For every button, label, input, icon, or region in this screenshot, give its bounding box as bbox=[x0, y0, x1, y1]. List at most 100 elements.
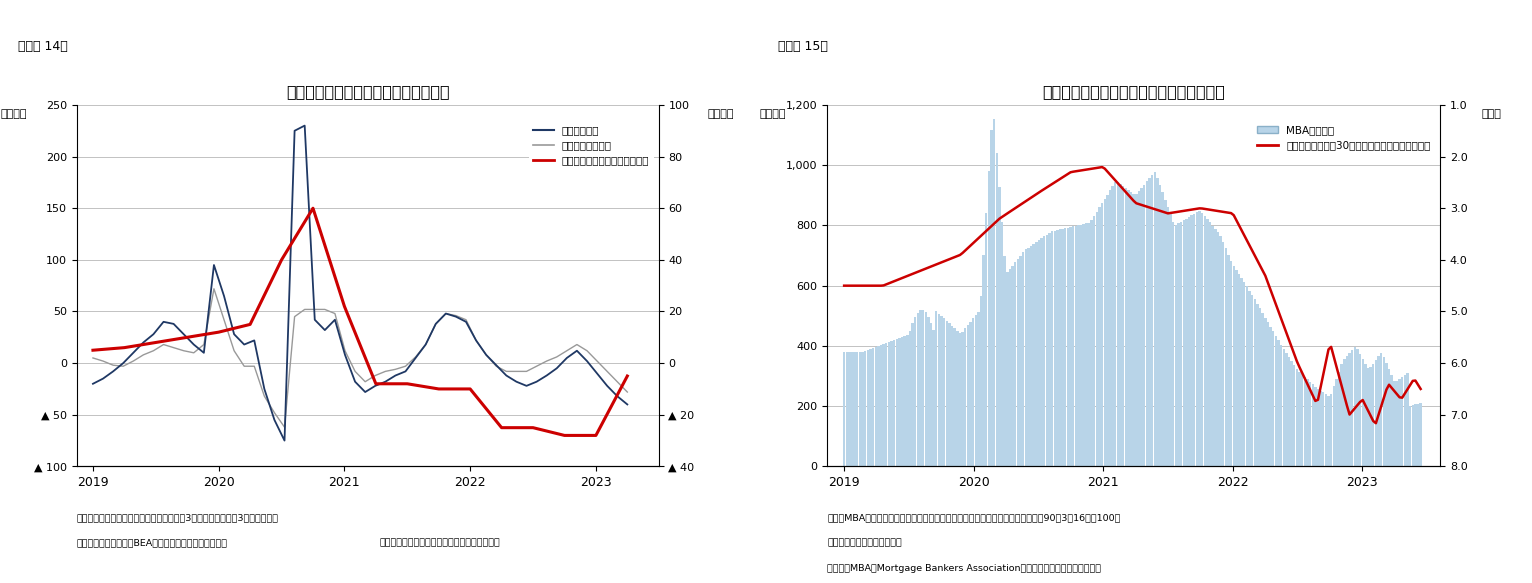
Bar bbox=[1051, 231, 1054, 466]
Bar bbox=[1322, 392, 1325, 466]
Bar bbox=[1146, 181, 1147, 466]
Bar bbox=[1124, 188, 1128, 466]
Bar bbox=[1069, 227, 1072, 466]
Bar bbox=[985, 213, 988, 466]
Bar bbox=[999, 187, 1000, 466]
Bar bbox=[1007, 272, 1008, 466]
Bar bbox=[1241, 278, 1242, 466]
Bar bbox=[864, 352, 867, 466]
Bar bbox=[1008, 269, 1011, 466]
Bar bbox=[1296, 369, 1298, 466]
Bar bbox=[1183, 220, 1184, 466]
Bar bbox=[1293, 365, 1296, 466]
Bar bbox=[1036, 242, 1037, 466]
Bar bbox=[1270, 326, 1272, 466]
Bar bbox=[927, 317, 930, 466]
Bar bbox=[1095, 212, 1098, 466]
Bar bbox=[1157, 178, 1158, 466]
Bar bbox=[1128, 189, 1129, 466]
Bar bbox=[945, 321, 948, 466]
Bar bbox=[1059, 230, 1062, 466]
Bar bbox=[1261, 313, 1264, 466]
Bar bbox=[980, 296, 982, 466]
Bar bbox=[1307, 379, 1308, 466]
Bar bbox=[915, 317, 916, 466]
Bar bbox=[1420, 403, 1422, 466]
Text: （資料）MBA（Mortgage Bankers Association）よりニッセイ基礎研究所作成: （資料）MBA（Mortgage Bankers Association）よりニ… bbox=[827, 564, 1102, 573]
Bar bbox=[1106, 195, 1109, 466]
Legend: MBA申請件数, モーゲージローン30年固定金利（右軸、逆目盛）: MBA申請件数, モーゲージローン30年固定金利（右軸、逆目盛） bbox=[1253, 121, 1435, 154]
Bar bbox=[1109, 190, 1111, 466]
Bar bbox=[1238, 274, 1241, 466]
Bar bbox=[872, 348, 875, 466]
Bar bbox=[1230, 261, 1232, 466]
Bar bbox=[959, 333, 961, 466]
Bar bbox=[1030, 245, 1033, 466]
Bar bbox=[1062, 229, 1063, 466]
Bar bbox=[1417, 404, 1419, 466]
Bar bbox=[1275, 336, 1278, 466]
Bar bbox=[1409, 406, 1411, 466]
Bar bbox=[1077, 225, 1080, 466]
Text: （図表 15）: （図表 15） bbox=[778, 40, 829, 53]
Bar bbox=[1195, 212, 1198, 466]
Bar bbox=[1279, 345, 1282, 466]
Bar bbox=[1083, 224, 1085, 466]
Bar bbox=[1406, 373, 1409, 466]
Text: したもの。季節調整済み: したもの。季節調整済み bbox=[827, 539, 902, 547]
Bar bbox=[867, 350, 869, 466]
Bar bbox=[1193, 214, 1195, 466]
Bar bbox=[1336, 379, 1337, 466]
Bar bbox=[922, 310, 924, 466]
Bar bbox=[1396, 381, 1399, 466]
Bar bbox=[1314, 387, 1316, 466]
Bar bbox=[1354, 347, 1356, 466]
Bar bbox=[1140, 188, 1143, 466]
Bar bbox=[861, 352, 864, 466]
Bar bbox=[1359, 354, 1362, 466]
Bar bbox=[1098, 208, 1100, 466]
Bar bbox=[1259, 308, 1261, 466]
Bar bbox=[1388, 369, 1390, 466]
Bar bbox=[996, 153, 997, 466]
Bar bbox=[1011, 265, 1014, 466]
Bar bbox=[1391, 375, 1393, 466]
Bar bbox=[1399, 379, 1400, 466]
Bar bbox=[1348, 353, 1351, 466]
Bar bbox=[1212, 226, 1213, 466]
Bar bbox=[1046, 234, 1048, 466]
Bar bbox=[1117, 181, 1118, 466]
Bar bbox=[1102, 203, 1103, 466]
Bar bbox=[1074, 226, 1077, 466]
Bar bbox=[1169, 215, 1172, 466]
Bar bbox=[1198, 211, 1201, 466]
Bar bbox=[1158, 185, 1161, 466]
Bar bbox=[1017, 259, 1019, 466]
Bar bbox=[1246, 286, 1249, 466]
Bar bbox=[1132, 194, 1135, 466]
Bar bbox=[933, 331, 935, 466]
Bar bbox=[1400, 377, 1403, 466]
Bar bbox=[1187, 217, 1190, 466]
Legend: 住宅着工件数, 住宅建築許可件数, 住宅投資（実質伸び率、右軸）: 住宅着工件数, 住宅建築許可件数, 住宅投資（実質伸び率、右軸） bbox=[529, 121, 654, 170]
Bar bbox=[1111, 186, 1114, 466]
Bar bbox=[1103, 199, 1106, 466]
Text: （指数）: （指数） bbox=[760, 108, 786, 118]
Bar bbox=[1325, 394, 1327, 466]
Bar bbox=[941, 316, 942, 466]
Bar bbox=[1019, 256, 1022, 466]
Bar bbox=[1308, 382, 1311, 466]
Bar bbox=[1056, 230, 1059, 466]
Text: （着工・建築許可：月次、住宅投資：四半期）: （着工・建築許可：月次、住宅投資：四半期） bbox=[380, 539, 499, 547]
Bar bbox=[1327, 396, 1330, 466]
Bar bbox=[1216, 232, 1219, 466]
Bar bbox=[878, 346, 879, 466]
Bar bbox=[962, 332, 964, 466]
Bar bbox=[1340, 364, 1344, 466]
Bar bbox=[1219, 236, 1223, 466]
Bar bbox=[1223, 243, 1224, 466]
Bar bbox=[1175, 224, 1177, 466]
Bar bbox=[856, 352, 858, 466]
Bar bbox=[1227, 255, 1230, 466]
Bar bbox=[1151, 175, 1154, 466]
